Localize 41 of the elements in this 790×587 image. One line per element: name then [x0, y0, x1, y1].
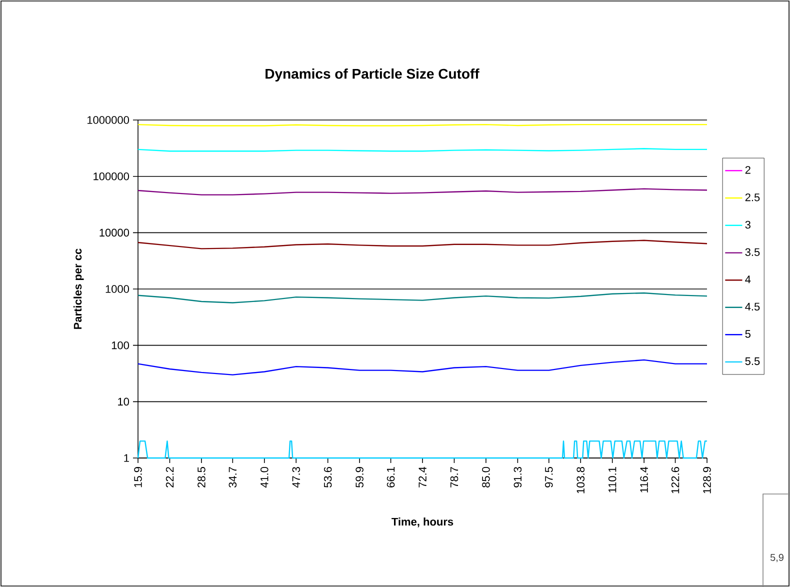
text: 5,9	[770, 554, 784, 562]
y-tick-label: 100	[112, 341, 130, 350]
y-tick-label: 1000	[106, 285, 130, 293]
y-tick-label: 10000	[100, 228, 130, 237]
x-tick-label: 110.1	[608, 467, 616, 492]
x-axis-title: Time, hours	[392, 518, 454, 528]
x-tick-label: 116.4	[640, 466, 648, 492]
y-axis-title: Particles per cc	[74, 248, 84, 329]
x-tick-label: 34.7	[228, 467, 237, 488]
legend-label: 2.5	[745, 193, 760, 202]
legend-label: 4	[745, 276, 751, 284]
x-tick-label: 59.9	[356, 467, 364, 488]
legend-label: 5	[745, 330, 750, 338]
x-tick-label: 47.3	[292, 467, 300, 488]
x-tick-label: 128.9	[703, 467, 711, 494]
legend-label: 3	[745, 220, 750, 229]
y-tick-label: 10	[118, 398, 130, 406]
chart-title: Dynamics of Particle Size Cutoff	[266, 68, 480, 82]
x-tick-label: 122.6	[671, 467, 680, 494]
legend-label: 2	[745, 166, 750, 174]
y-tick-label: 100000	[94, 172, 130, 180]
x-tick-label: 41.0	[260, 466, 268, 488]
x-tick-label: 53.6	[324, 467, 332, 488]
line-series	[137, 292, 708, 304]
line-series	[137, 359, 708, 376]
y-tick-label: 1000000	[87, 116, 130, 124]
legend-label: 3.5	[745, 248, 760, 256]
x-tick-label: 103.8	[576, 467, 585, 494]
x-tick-label: 72.4	[418, 466, 426, 488]
line-series	[137, 240, 708, 250]
x-tick-label: 78.7	[450, 467, 458, 488]
x-tick-label: 97.5	[545, 466, 553, 488]
x-tick-label: 28.5	[198, 466, 206, 488]
x-tick-label: 66.1	[386, 467, 395, 488]
x-tick-label: 15.9	[134, 467, 142, 488]
legend-label: 4.5	[745, 302, 760, 311]
legend-label: 5.5	[745, 357, 760, 366]
x-tick-label: 85.0	[482, 466, 490, 488]
x-tick-label: 22.2	[166, 467, 174, 488]
x-tick-label: 91.3	[514, 467, 522, 488]
y-tick-label: 1	[124, 454, 129, 462]
